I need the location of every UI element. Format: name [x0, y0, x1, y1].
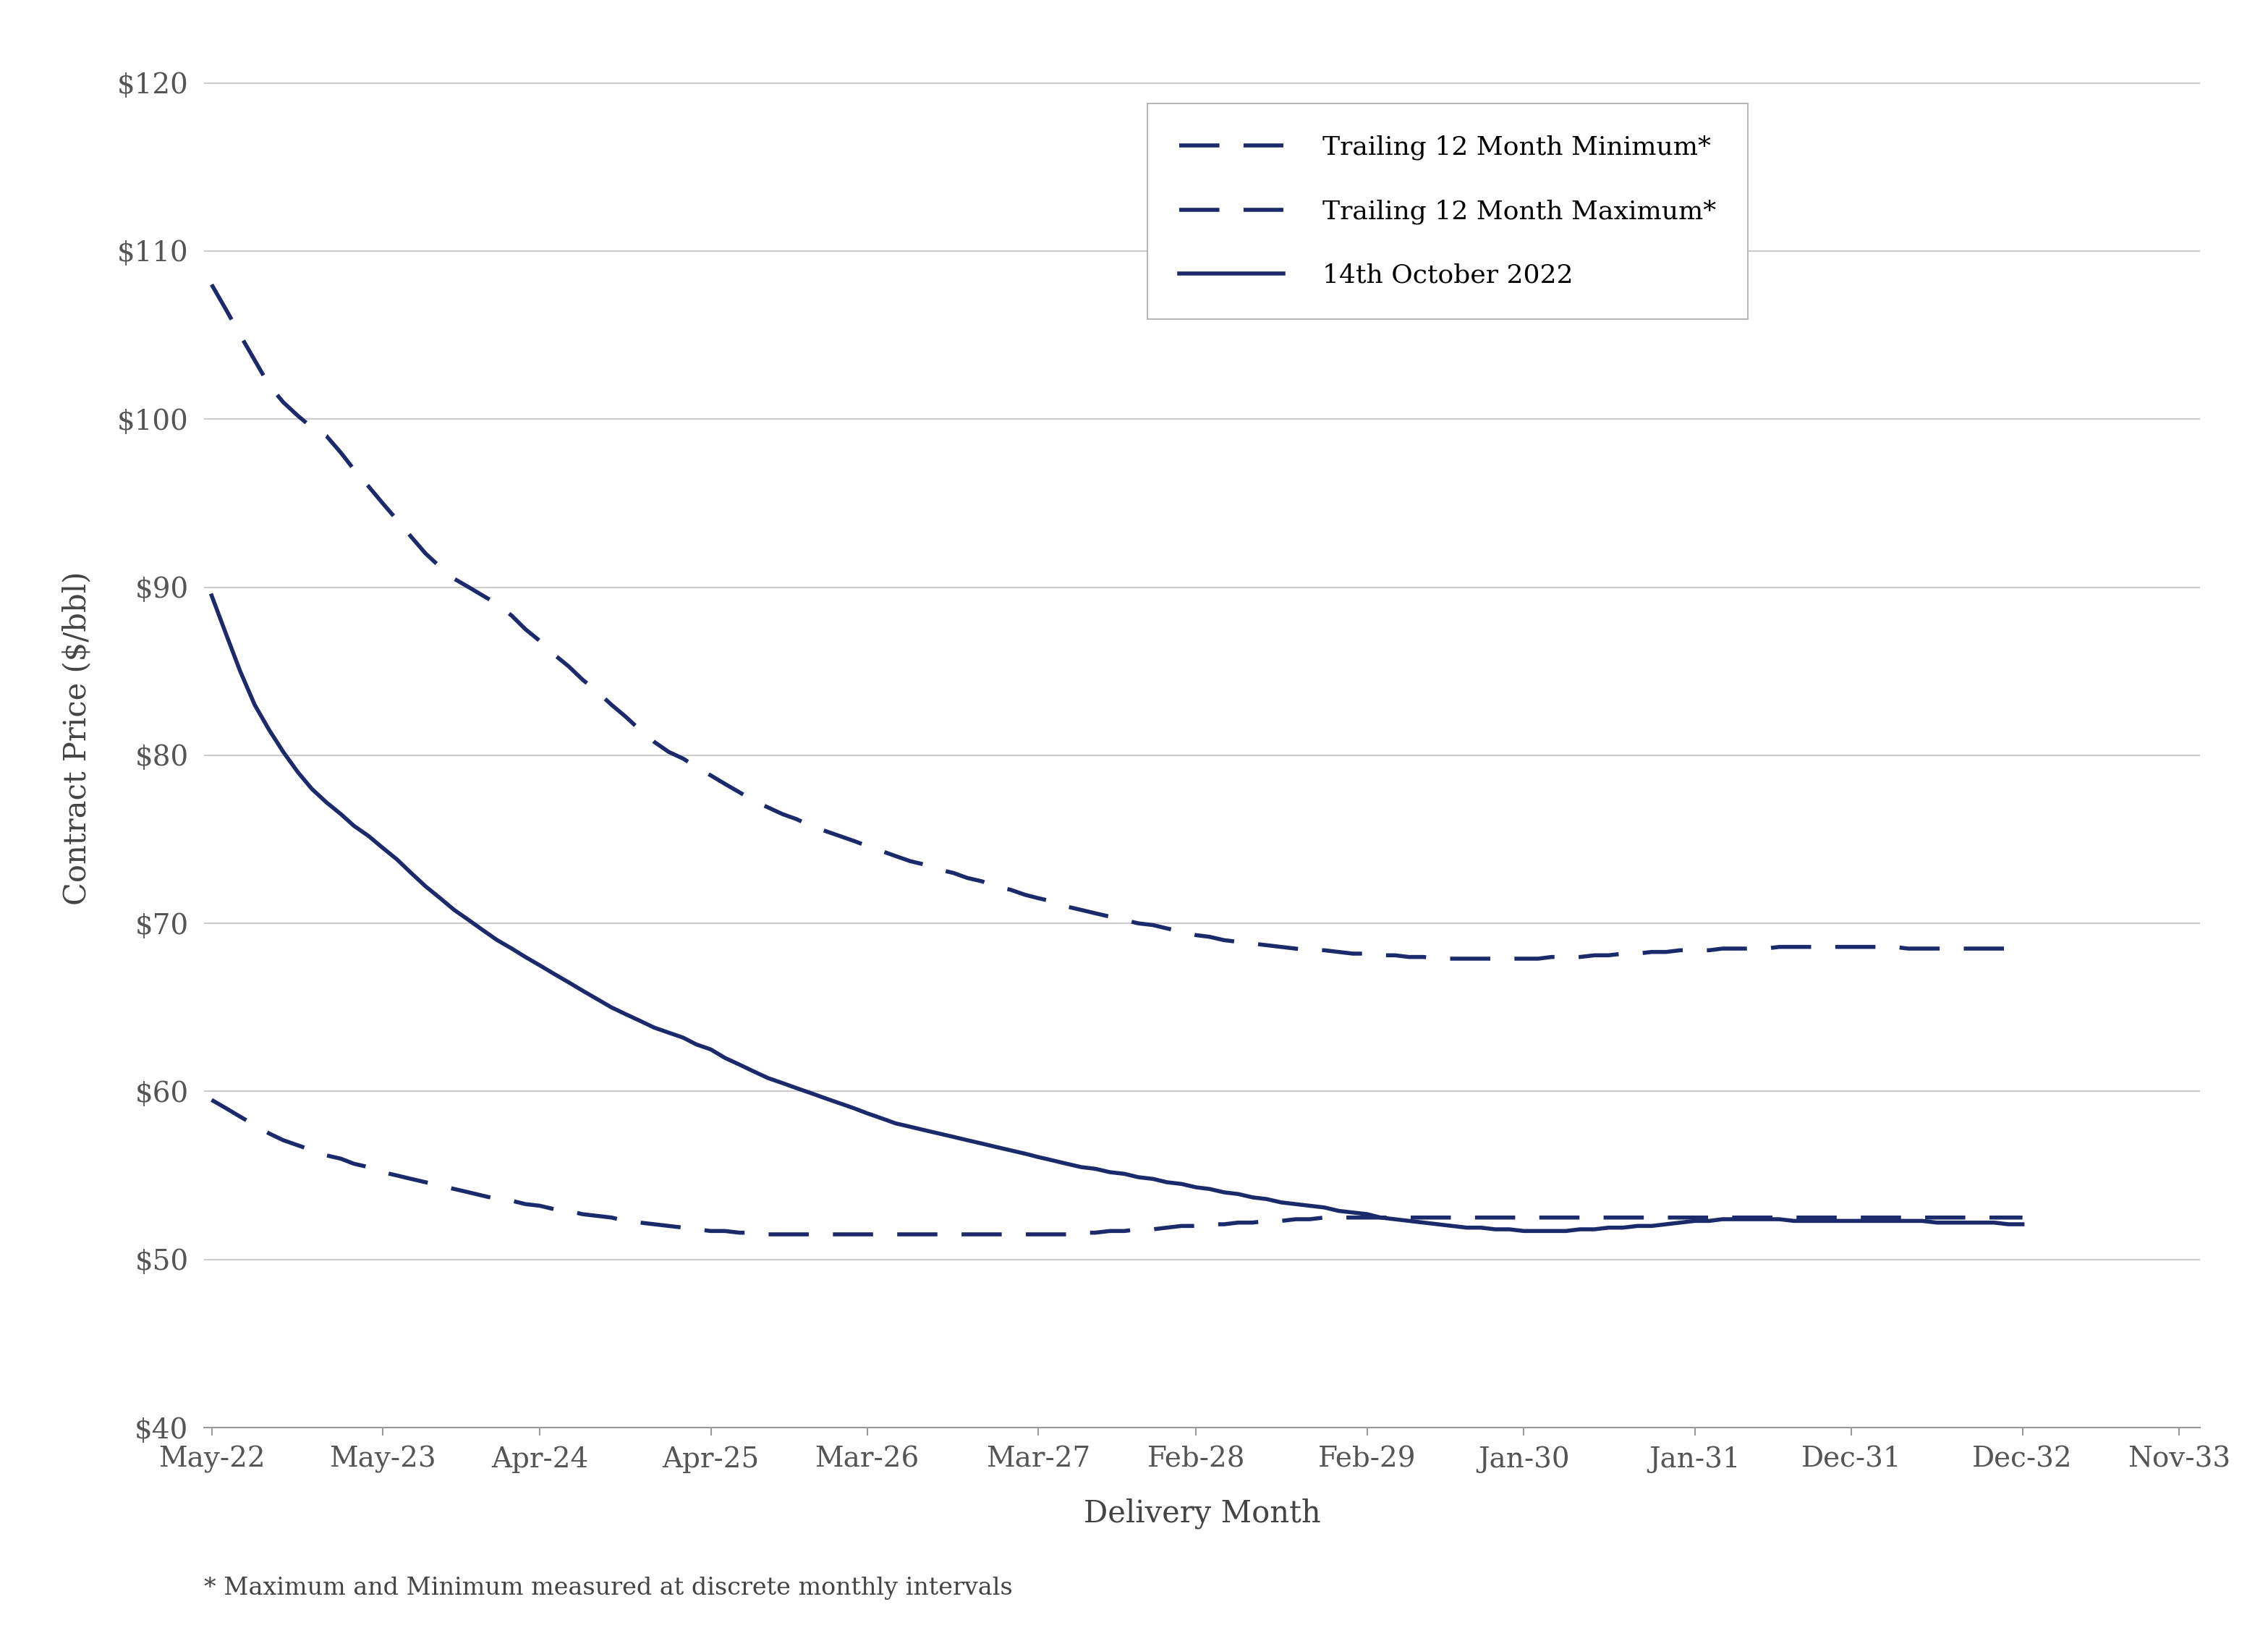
Y-axis label: Contract Price ($/bbl): Contract Price ($/bbl)	[61, 571, 93, 906]
Text: * Maximum and Minimum measured at discrete monthly intervals: * Maximum and Minimum measured at discre…	[204, 1577, 1014, 1600]
Legend: Trailing 12 Month Minimum*, Trailing 12 Month Maximum*, 14th October 2022: Trailing 12 Month Minimum*, Trailing 12 …	[1148, 103, 1749, 320]
X-axis label: Delivery Month: Delivery Month	[1084, 1498, 1320, 1529]
